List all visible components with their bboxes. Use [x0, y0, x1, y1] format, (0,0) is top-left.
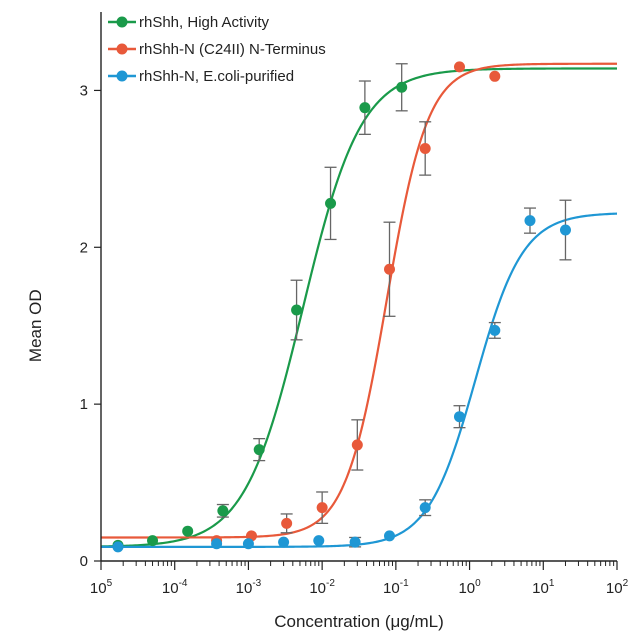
x-tick-label: 102: [606, 578, 629, 597]
y-tick-label: 1: [80, 396, 88, 413]
data-point-2: [453, 411, 465, 423]
x-tick-exponent: -4: [179, 578, 188, 589]
data-points: [112, 61, 571, 553]
data-point-0: [396, 81, 408, 93]
data-point-2: [349, 536, 361, 548]
data-point-1: [489, 70, 501, 82]
data-point-2: [419, 502, 431, 514]
legend-label-1: rhShh-N (C24II) N-Terminus: [139, 41, 326, 58]
x-tick-exponent: 5: [107, 578, 113, 589]
x-tick-exponent: -2: [326, 578, 335, 589]
legend-marker-1: [116, 43, 128, 55]
x-tick-label: 100: [458, 578, 481, 597]
x-axis-label: Concentration (μg/mL): [274, 612, 443, 631]
x-tick-exponent: 0: [475, 578, 481, 589]
x-tick-label: 10-2: [309, 578, 335, 597]
data-point-2: [112, 541, 124, 553]
fit-curve-2: [101, 212, 618, 548]
x-tick-base: 10: [606, 580, 623, 597]
fit-curve-0: [100, 67, 617, 548]
x-tick-label: 10-1: [383, 578, 409, 597]
data-point-1: [384, 263, 396, 275]
data-point-0: [217, 505, 229, 517]
data-point-0: [291, 304, 303, 316]
data-point-2: [313, 535, 325, 547]
legend-marker-2: [116, 70, 128, 82]
data-point-2: [242, 538, 254, 550]
data-point-2: [211, 538, 223, 550]
data-point-1: [281, 517, 293, 529]
data-point-2: [384, 530, 396, 542]
legend-marker-0: [116, 16, 128, 28]
x-tick-base: 10: [309, 580, 326, 597]
x-tick-exponent: 2: [623, 578, 629, 589]
x-tick-exponent: -1: [400, 578, 409, 589]
x-tick-label: 105: [90, 578, 113, 597]
x-tick-label: 10-3: [236, 578, 262, 597]
x-tick-base: 10: [532, 580, 549, 597]
y-tick-label: 0: [80, 553, 88, 570]
y-axis-label: Mean OD: [26, 289, 45, 362]
x-tick-label: 10-4: [162, 578, 188, 597]
x-tick-base: 10: [458, 580, 475, 597]
x-tick-base: 10: [236, 580, 253, 597]
x-tick-label: 101: [532, 578, 555, 597]
axes: [100, 12, 617, 562]
data-point-2: [278, 536, 290, 548]
x-tick-exponent: 1: [549, 578, 555, 589]
data-point-0: [359, 102, 371, 114]
x-tick-base: 10: [383, 580, 400, 597]
data-point-0: [147, 535, 159, 547]
data-point-2: [524, 215, 536, 227]
legend: rhShh, High Activity rhShh-N (C24II) N-Te…: [108, 14, 326, 85]
data-point-1: [316, 502, 328, 514]
x-tick-exponent: -3: [252, 578, 261, 589]
data-point-0: [325, 197, 337, 209]
y-tick-label: 2: [80, 239, 88, 256]
x-tick-base: 10: [90, 580, 107, 597]
legend-label-0: rhShh, High Activity: [139, 14, 270, 31]
data-point-2: [559, 224, 571, 236]
data-point-1: [453, 61, 465, 73]
y-tick-label: 3: [80, 82, 88, 99]
data-point-1: [351, 439, 363, 451]
error-bars: [216, 63, 572, 548]
data-point-2: [489, 324, 501, 336]
legend-label-2: rhShh-N, E.coli-purified: [139, 68, 294, 85]
fit-curve-1: [101, 62, 617, 539]
data-point-0: [182, 525, 194, 537]
fit-curves: [100, 62, 618, 548]
x-tick-base: 10: [162, 580, 179, 597]
data-point-1: [419, 142, 431, 154]
data-point-0: [253, 444, 265, 456]
